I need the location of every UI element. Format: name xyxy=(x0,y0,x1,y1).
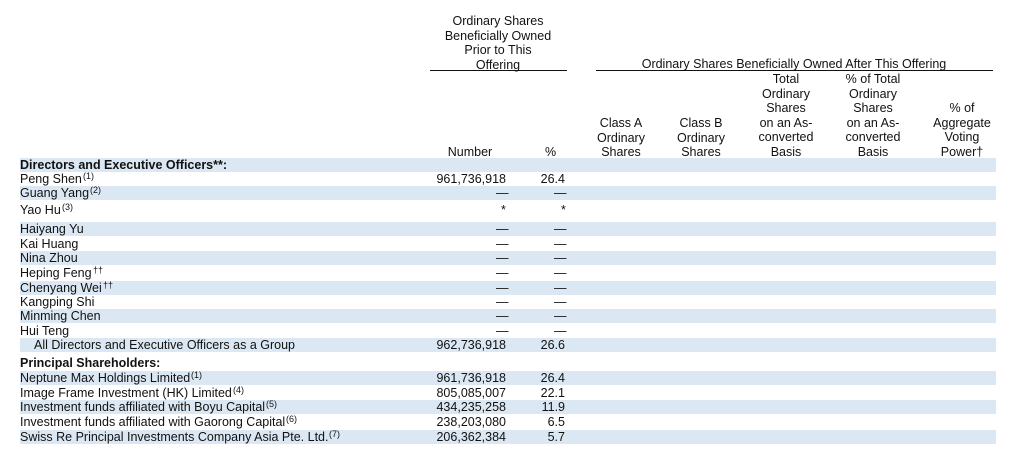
cut-off-text-line xyxy=(0,0,1024,7)
table-row: All Directors and Executive Officers as … xyxy=(20,338,996,352)
row-label: Guang Yang xyxy=(20,186,90,200)
percent-value: 5.7 xyxy=(547,430,565,444)
footnote-marker: (3) xyxy=(62,202,73,212)
number-value: 962,736,918 xyxy=(436,338,506,352)
header-prior-line-4: Offering xyxy=(475,57,521,72)
number-value: — xyxy=(496,324,509,338)
number-value: — xyxy=(496,266,509,280)
table-row: Haiyang Yu — — xyxy=(20,222,996,236)
row-label: Hui Teng xyxy=(20,324,70,338)
table-row: Minming Chen — — xyxy=(20,309,996,323)
header-class-a: Class A Ordinary Shares xyxy=(597,116,645,159)
number-value: 434,235,258 xyxy=(436,400,506,414)
number-value: — xyxy=(496,186,509,200)
percent-value: — xyxy=(554,281,567,295)
percent-value: * xyxy=(561,203,566,217)
percent-value: 22.1 xyxy=(540,386,565,400)
number-value: 206,362,384 xyxy=(436,430,506,444)
percent-value: — xyxy=(554,237,567,251)
table-row: Investment funds affiliated with Gaorong… xyxy=(20,414,996,429)
percent-value: — xyxy=(554,222,567,236)
table-row: Investment funds affiliated with Boyu Ca… xyxy=(20,399,996,414)
footnote-marker: (1) xyxy=(83,171,94,181)
number-value: 961,736,918 xyxy=(436,371,506,385)
number-value: 805,085,007 xyxy=(436,386,506,400)
footnote-marker: (6) xyxy=(286,414,297,424)
footnote-marker: (5) xyxy=(266,399,277,409)
table-row: Guang Yang (2) — — xyxy=(20,185,996,200)
row-label: Nina Zhou xyxy=(20,251,78,265)
header-after-group: Ordinary Shares Beneficially Owned After… xyxy=(596,57,992,72)
row-label: Kangping Shi xyxy=(20,295,95,309)
table-row: Chenyang Wei †† — — xyxy=(20,280,996,295)
table-row: Directors and Executive Officers**: xyxy=(20,158,996,172)
row-label: Swiss Re Principal Investments Company A… xyxy=(20,430,329,444)
header-prior-rule xyxy=(430,70,567,71)
table-row: Hui Teng — — xyxy=(20,324,996,338)
row-label: Yao Hu xyxy=(20,203,61,217)
row-label: Haiyang Yu xyxy=(20,222,84,236)
number-value: — xyxy=(496,309,509,323)
percent-value: 26.4 xyxy=(540,172,565,186)
percent-value: — xyxy=(554,266,567,280)
table-row: Swiss Re Principal Investments Company A… xyxy=(20,429,996,444)
header-voting-power: % of Aggregate Voting Power† xyxy=(933,101,991,159)
percent-value: 26.4 xyxy=(540,371,565,385)
row-label: All Directors and Executive Officers as … xyxy=(34,338,295,352)
header-number: Number xyxy=(447,145,493,159)
header-prior-line-2: Beneficially Owned xyxy=(444,28,552,43)
header-after-rule xyxy=(596,70,993,71)
header-prior-line-3: Prior to This xyxy=(464,43,532,57)
row-label: Directors and Executive Officers**: xyxy=(20,158,228,172)
table-row: Image Frame Investment (HK) Limited (4) 80… xyxy=(20,385,996,400)
header-prior-line-1: Ordinary Shares xyxy=(452,14,544,28)
percent-value: — xyxy=(554,295,567,309)
table-row: Peng Shen (1) 961,736,918 26.4 xyxy=(20,171,996,186)
percent-value: 6.5 xyxy=(547,415,565,429)
table-row: Kangping Shi — — xyxy=(20,295,996,309)
table-row: Yao Hu (3) * * xyxy=(20,202,996,217)
percent-value: — xyxy=(554,186,567,200)
row-label: Peng Shen xyxy=(20,172,82,186)
header-total-ordinary: Total Ordinary Shares on an As- converte… xyxy=(758,72,814,159)
number-value: — xyxy=(496,281,509,295)
row-label: Principal Shareholders: xyxy=(20,356,161,370)
number-value: * xyxy=(501,203,506,217)
number-value: — xyxy=(496,295,509,309)
footnote-marker: †† xyxy=(103,280,114,290)
row-label: Neptune Max Holdings Limited xyxy=(20,371,191,385)
number-value: — xyxy=(496,237,509,251)
row-label: Investment funds affiliated with Boyu Ca… xyxy=(20,400,266,414)
header-pct-total: % of Total Ordinary Shares on an As- con… xyxy=(845,72,901,159)
footnote-marker: (4) xyxy=(233,385,244,395)
header-pct: % xyxy=(544,145,557,159)
row-label: Kai Huang xyxy=(20,237,79,251)
table-row: Nina Zhou — — xyxy=(20,251,996,265)
footnote-marker: (1) xyxy=(191,370,202,380)
number-value: — xyxy=(496,251,509,265)
percent-value: 11.9 xyxy=(541,400,565,414)
row-label: Investment funds affiliated with Gaorong… xyxy=(20,415,286,429)
row-label: Minming Chen xyxy=(20,309,101,323)
percent-value: — xyxy=(554,251,567,265)
header-after-title: Ordinary Shares Beneficially Owned After… xyxy=(641,57,947,71)
table-row: Neptune Max Holdings Limited (1) 961,736,9… xyxy=(20,370,996,385)
percent-value: — xyxy=(554,309,567,323)
footnote-marker: (2) xyxy=(90,185,101,195)
footnote-marker: †† xyxy=(93,265,104,275)
footnote-marker: (7) xyxy=(329,429,340,439)
table-row: Principal Shareholders: xyxy=(20,356,996,370)
percent-value: 26.6 xyxy=(540,338,565,352)
number-value: 961,736,918 xyxy=(436,172,506,186)
row-label: Heping Feng xyxy=(20,266,92,280)
number-value: — xyxy=(496,222,509,236)
number-value: 238,203,080 xyxy=(436,415,506,429)
table-row: Kai Huang — — xyxy=(20,237,996,251)
percent-value: — xyxy=(554,324,567,338)
row-label: Image Frame Investment (HK) Limited xyxy=(20,386,232,400)
row-label: Chenyang Wei xyxy=(20,281,102,295)
table-row: Heping Feng †† — — xyxy=(20,265,996,280)
header-prior-group: Ordinary Shares Beneficially Owned Prior… xyxy=(430,14,566,72)
header-class-b: Class B Ordinary Shares xyxy=(677,116,725,159)
